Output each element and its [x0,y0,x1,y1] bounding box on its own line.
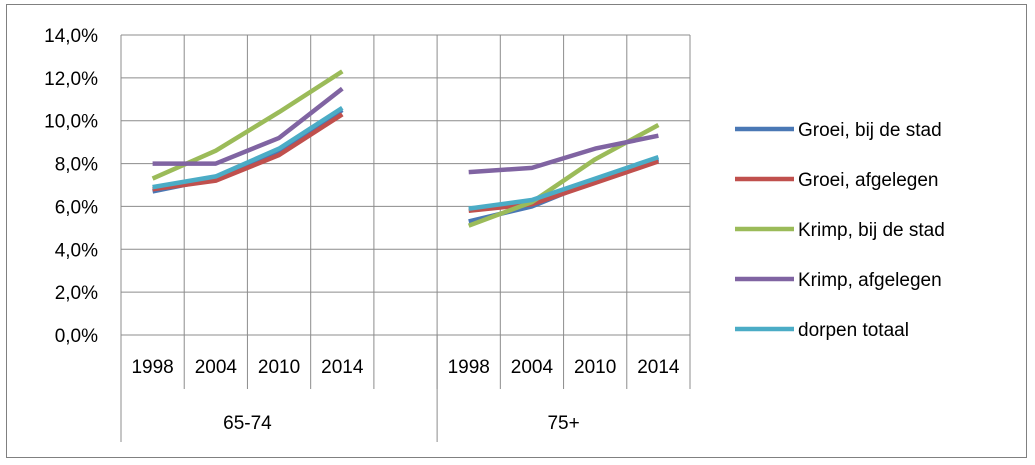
series-line [468,159,660,213]
series-line [152,106,344,190]
series-lines [151,69,660,228]
legend-item: Groei, afgelegen [735,170,939,191]
x-category-label: 1998 [131,357,173,378]
legend-item: Krimp, afgelegen [735,270,942,291]
y-tick-label: 8,0% [55,155,98,176]
x-group-label: 75+ [547,413,579,434]
y-axis-tick-labels: 0,0% 2,0% 4,0% 6,0% 8,0% 10,0% 12,0% 14,0% [44,26,98,347]
y-tick-label: 10,0% [44,112,98,133]
series-line [468,154,660,211]
legend-item: dorpen totaal [735,320,909,341]
series-line [152,86,344,166]
y-tick-label: 0,0% [55,326,98,347]
series-line [152,112,344,192]
x-category-label: 1998 [448,357,490,378]
legend-label: Groei, afgelegen [798,170,939,191]
legend-item: Krimp, bij de stad [735,220,945,241]
x-category-label: 2014 [321,357,364,378]
y-tick-label: 4,0% [55,240,98,261]
x-group-label: 65-74 [223,413,272,434]
chart-frame: 0,0% 2,0% 4,0% 6,0% 8,0% 10,0% 12,0% 14,0% 1998… [6,4,1027,458]
y-tick-label: 14,0% [44,26,98,47]
legend-item: Groei, bij de stad [735,120,942,141]
x-category-label: 2010 [574,357,616,378]
y-tick-label: 2,0% [55,283,98,304]
y-tick-label: 12,0% [44,69,98,90]
legend-label: Krimp, bij de stad [798,220,945,241]
legend-label: dorpen totaal [798,320,909,341]
series-line [468,133,659,175]
x-category-label: 2010 [258,357,300,378]
gridlines [120,34,691,336]
axes [120,335,691,442]
line-chart: 0,0% 2,0% 4,0% 6,0% 8,0% 10,0% 12,0% 14,0% 1998… [44,26,945,442]
legend-label: Krimp, afgelegen [798,270,942,291]
x-axis-category-labels: 1998 2004 2010 2014 65-74 1998 2004 2010 2014 75+ [131,357,679,434]
legend-label: Groei, bij de stad [798,120,942,141]
y-tick-label: 6,0% [55,197,98,218]
x-category-label: 2014 [637,357,680,378]
x-category-label: 2004 [511,357,554,378]
legend: Groei, bij de stad Groei, afgelegen Krimp,… [735,120,945,341]
x-category-label: 2004 [195,357,238,378]
